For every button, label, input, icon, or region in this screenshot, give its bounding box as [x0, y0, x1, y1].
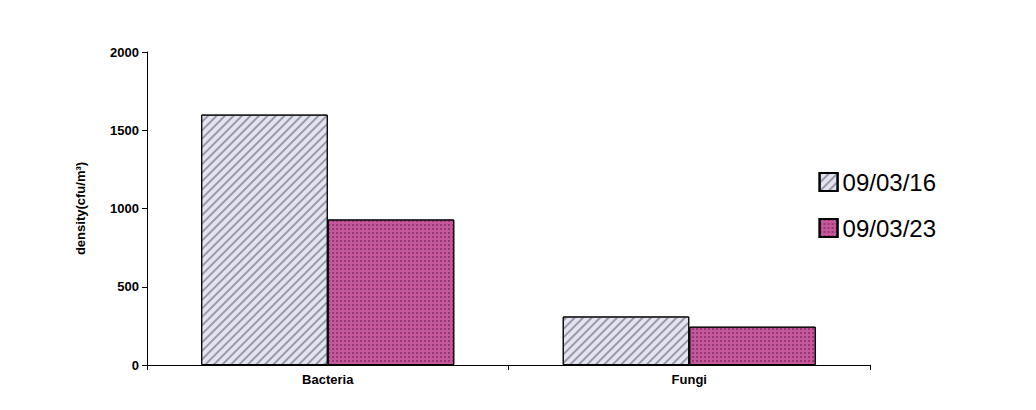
svg-text:Fungi: Fungi — [672, 372, 707, 387]
svg-text:09/03/23: 09/03/23 — [843, 215, 936, 242]
svg-text:09/03/16: 09/03/16 — [843, 169, 936, 196]
svg-text:2000: 2000 — [110, 45, 139, 60]
svg-text:500: 500 — [117, 279, 139, 294]
svg-text:0: 0 — [132, 358, 139, 373]
svg-text:Bacteria: Bacteria — [302, 372, 354, 387]
svg-text:1500: 1500 — [110, 123, 139, 138]
svg-text:density(cfu/m³): density(cfu/m³) — [73, 162, 88, 255]
svg-text:1000: 1000 — [110, 201, 139, 216]
